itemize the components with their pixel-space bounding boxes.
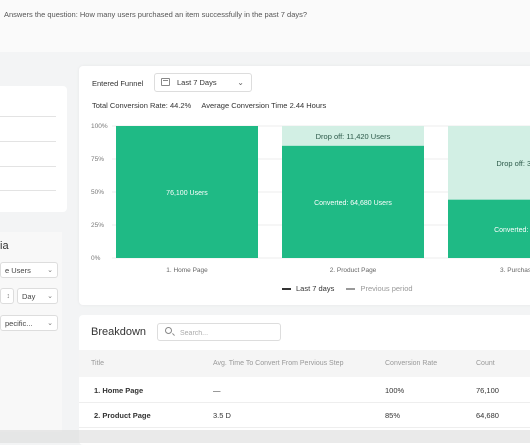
- legend-current: Last 7 days: [296, 284, 335, 293]
- column-header-count[interactable]: Count: [476, 360, 495, 367]
- row-rate: 100%: [385, 386, 405, 395]
- y-tick-label: 25%: [91, 222, 104, 229]
- day-select-value: Day: [22, 292, 36, 301]
- legend-dashed-line: [346, 288, 356, 291]
- day-select[interactable]: Day ⌄: [17, 288, 58, 304]
- dropoff-bar: [282, 126, 424, 146]
- row-title: 2. Product Page: [94, 411, 151, 420]
- chart-legend: Last 7 days Previous period: [282, 284, 413, 293]
- date-range-value: Last 7 Days: [177, 78, 217, 87]
- row-avg-time: 3.5 D: [213, 411, 231, 420]
- funnel-card: Entered Funnel Last 7 Days ⌄ Total Conve…: [79, 66, 530, 305]
- average-conversion-time: Average Conversion Time 2.44 Hours: [201, 101, 327, 110]
- dropoff-label: Drop off: 11,420 Users: [316, 132, 391, 141]
- users-select[interactable]: e Users ⌄: [0, 262, 58, 278]
- stepper-arrows-icon: ↕: [6, 293, 11, 300]
- entered-funnel-label: Entered Funnel: [92, 79, 144, 88]
- bottom-fade: [0, 430, 530, 443]
- y-tick-label: 0%: [91, 255, 101, 262]
- date-range-select[interactable]: Last 7 Days ⌄: [154, 73, 252, 92]
- search-input[interactable]: [178, 326, 277, 340]
- calendar-icon: [161, 78, 170, 86]
- row-count: 76,100: [476, 386, 499, 395]
- specific-select-value: pecific...: [5, 319, 33, 328]
- total-conversion-rate: Total Conversion Rate: 44.2%: [92, 101, 192, 110]
- criteria-title: ia: [0, 240, 9, 252]
- converted-bar: [116, 126, 258, 258]
- funnel-chart: 0% 25% 50% 75% 100% 76,100 Users 1. Home Page D…: [91, 123, 530, 274]
- breakdown-search[interactable]: [157, 323, 281, 341]
- bar-value-label: Converted: 64,680 Users: [314, 200, 392, 207]
- table-header: Title Avg. Time To Convert From Pervious…: [79, 350, 530, 377]
- dropoff-bar: [448, 126, 530, 200]
- x-tick-label: 1. Home Page: [166, 267, 208, 274]
- chevron-down-icon: ⌄: [47, 293, 53, 300]
- y-tick-label: 75%: [91, 156, 104, 163]
- specific-select[interactable]: pecific... ⌄: [0, 315, 58, 331]
- dropoff-label: Drop off: 31,6: [496, 159, 530, 168]
- search-icon: [165, 327, 172, 334]
- sidebar-divider: [0, 141, 56, 142]
- breakdown-card: Breakdown Title Avg. Time To Convert Fro…: [79, 315, 530, 445]
- x-tick-label: 2. Product Page: [330, 267, 377, 274]
- row-avg-time: —: [213, 386, 221, 395]
- row-count: 64,680: [476, 411, 499, 420]
- table-row[interactable]: 2. Product Page 3.5 D 85% 64,680: [79, 403, 530, 428]
- legend-previous: Previous period: [360, 284, 413, 293]
- sidebar-divider: [0, 166, 56, 167]
- x-tick-label: 3. Purchases: [500, 267, 530, 274]
- number-stepper[interactable]: ↕: [0, 288, 14, 304]
- converted-bar: [282, 145, 424, 258]
- y-tick-label: 50%: [91, 189, 104, 196]
- bar-value-label: 76,100 Users: [166, 190, 208, 197]
- chevron-down-icon: ⌄: [47, 320, 53, 327]
- y-tick-label: 100%: [91, 123, 108, 130]
- breakdown-title: Breakdown: [91, 326, 147, 338]
- column-header-conversion-rate[interactable]: Conversion Rate: [385, 360, 438, 367]
- legend-solid-line: [282, 288, 291, 291]
- chevron-down-icon: ⌄: [47, 267, 53, 274]
- users-select-value: e Users: [5, 266, 31, 275]
- top-bar: Answers the question: How many users pur…: [0, 0, 530, 52]
- question-prompt: Answers the question: How many users pur…: [4, 10, 308, 19]
- sidebar-panel: [0, 86, 67, 212]
- sidebar-divider: [0, 190, 56, 191]
- sidebar-divider: [0, 116, 56, 117]
- column-header-title[interactable]: Title: [91, 360, 104, 367]
- chevron-down-icon: ⌄: [237, 78, 244, 87]
- column-header-avg-time[interactable]: Avg. Time To Convert From Pervious Step: [213, 360, 344, 367]
- row-title: 1. Home Page: [94, 386, 144, 395]
- table-row[interactable]: 1. Home Page — 100% 76,100: [79, 378, 530, 403]
- bar-value-label: Converted: 33,6: [494, 227, 530, 234]
- funnel-stats: Total Conversion Rate: 44.2% Average Con…: [92, 101, 326, 110]
- converted-bar: [448, 199, 530, 258]
- row-rate: 85%: [385, 411, 401, 420]
